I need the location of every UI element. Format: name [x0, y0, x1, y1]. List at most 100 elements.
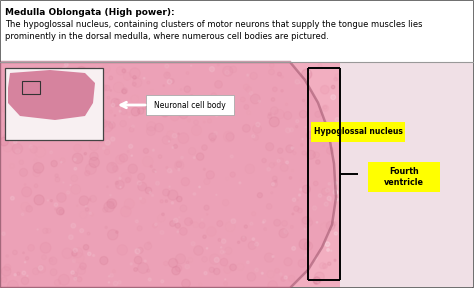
Circle shape — [34, 184, 38, 188]
Circle shape — [38, 266, 43, 270]
Circle shape — [142, 156, 153, 167]
Circle shape — [48, 109, 53, 114]
Circle shape — [277, 72, 282, 76]
Circle shape — [313, 181, 318, 186]
Circle shape — [231, 219, 236, 223]
Circle shape — [30, 125, 36, 132]
Circle shape — [319, 132, 324, 137]
Circle shape — [76, 67, 87, 77]
Circle shape — [99, 119, 107, 127]
Circle shape — [147, 81, 150, 84]
Circle shape — [296, 120, 299, 123]
Circle shape — [73, 153, 83, 164]
Circle shape — [258, 126, 259, 127]
Circle shape — [54, 280, 61, 286]
Circle shape — [246, 111, 251, 115]
Circle shape — [131, 125, 134, 128]
Circle shape — [175, 254, 185, 264]
Circle shape — [161, 99, 165, 103]
Circle shape — [246, 86, 252, 92]
Circle shape — [169, 141, 170, 142]
Circle shape — [20, 124, 28, 131]
Circle shape — [84, 171, 90, 176]
Circle shape — [269, 63, 274, 68]
Circle shape — [74, 277, 77, 280]
Circle shape — [335, 198, 338, 201]
Circle shape — [217, 64, 219, 66]
Circle shape — [301, 69, 312, 79]
Circle shape — [90, 195, 97, 202]
Circle shape — [242, 124, 250, 132]
Circle shape — [279, 229, 288, 238]
Circle shape — [90, 212, 91, 214]
Circle shape — [252, 212, 256, 216]
Circle shape — [292, 213, 294, 215]
Circle shape — [9, 163, 15, 169]
Circle shape — [217, 221, 223, 227]
Circle shape — [92, 118, 95, 120]
Circle shape — [164, 261, 168, 266]
Circle shape — [180, 88, 182, 90]
Circle shape — [103, 207, 108, 212]
Circle shape — [121, 172, 132, 183]
Circle shape — [61, 128, 65, 132]
Circle shape — [114, 99, 121, 106]
Circle shape — [25, 110, 31, 116]
Circle shape — [73, 158, 76, 161]
Circle shape — [22, 271, 26, 275]
Circle shape — [306, 150, 315, 159]
Circle shape — [266, 204, 272, 209]
Circle shape — [316, 160, 320, 164]
Circle shape — [4, 264, 11, 271]
Circle shape — [271, 183, 274, 186]
Circle shape — [107, 186, 108, 188]
Circle shape — [56, 207, 64, 215]
Circle shape — [201, 145, 207, 150]
Circle shape — [49, 258, 53, 262]
Circle shape — [192, 222, 199, 228]
Circle shape — [261, 272, 263, 274]
Circle shape — [224, 266, 231, 274]
Circle shape — [10, 196, 14, 200]
Circle shape — [165, 200, 168, 202]
Circle shape — [172, 134, 177, 138]
Circle shape — [61, 80, 69, 89]
Circle shape — [294, 206, 299, 211]
Circle shape — [108, 121, 111, 124]
Circle shape — [25, 103, 29, 107]
Circle shape — [193, 193, 196, 195]
Circle shape — [85, 208, 89, 211]
Circle shape — [144, 242, 152, 250]
Circle shape — [73, 105, 79, 111]
Circle shape — [291, 147, 294, 149]
Circle shape — [313, 277, 320, 284]
Circle shape — [286, 161, 289, 164]
Circle shape — [137, 247, 143, 253]
Circle shape — [51, 160, 57, 167]
Circle shape — [275, 268, 280, 273]
Circle shape — [72, 247, 83, 258]
Circle shape — [16, 71, 21, 76]
Circle shape — [143, 148, 148, 154]
Circle shape — [306, 132, 313, 139]
Circle shape — [302, 99, 305, 102]
Circle shape — [163, 189, 170, 196]
Circle shape — [90, 152, 98, 161]
Circle shape — [271, 98, 275, 101]
Circle shape — [252, 238, 255, 240]
Polygon shape — [0, 62, 336, 288]
Circle shape — [272, 255, 274, 257]
Circle shape — [1, 106, 8, 112]
Circle shape — [194, 246, 203, 255]
Circle shape — [90, 213, 93, 216]
Circle shape — [55, 105, 66, 116]
Circle shape — [95, 67, 99, 72]
Circle shape — [110, 194, 111, 196]
Circle shape — [16, 149, 20, 154]
FancyBboxPatch shape — [5, 68, 103, 140]
Circle shape — [304, 229, 305, 230]
Circle shape — [72, 76, 76, 81]
Circle shape — [220, 258, 228, 266]
Circle shape — [225, 279, 226, 280]
Circle shape — [155, 171, 156, 172]
